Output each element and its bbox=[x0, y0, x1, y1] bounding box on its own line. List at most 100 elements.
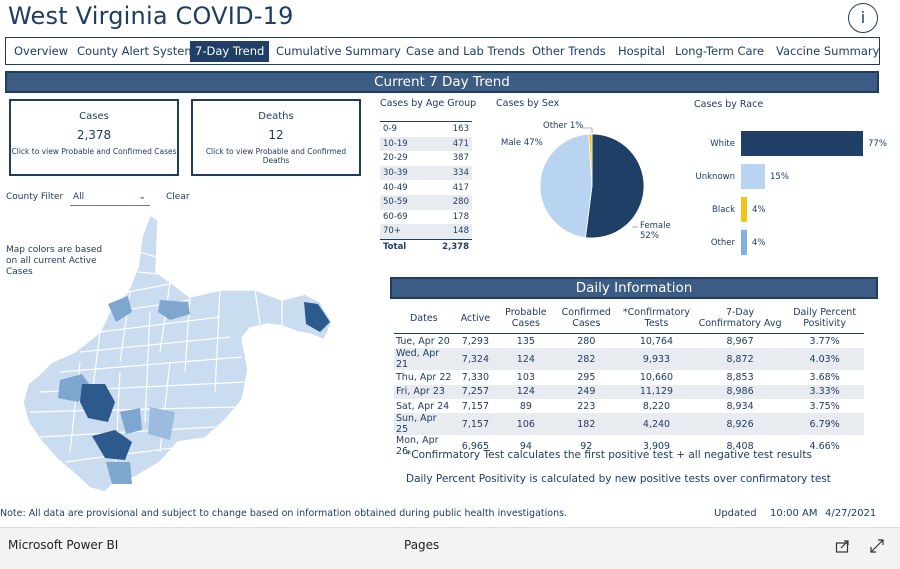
tab-vaccine-summary[interactable]: Vaccine Summary bbox=[776, 44, 880, 58]
confirmatory-note: *Confirmatory Test calculates the first … bbox=[406, 449, 812, 461]
race-bar[interactable] bbox=[741, 131, 863, 156]
table-row: Wed, Apr 21 7,324 124 282 9,933 8,872 4.03% bbox=[394, 348, 864, 371]
tab-county-alert-system[interactable]: County Alert System bbox=[77, 44, 196, 58]
cell-probable: 124 bbox=[497, 348, 555, 371]
county-mid[interactable] bbox=[148, 407, 175, 440]
cell-active: 7,293 bbox=[461, 335, 489, 347]
cell-date: Sun, Apr 25 bbox=[394, 413, 454, 436]
deaths-card[interactable]: Deaths 12 Click to view Probable and Con… bbox=[191, 99, 361, 176]
cell-confirmed: 295 bbox=[577, 371, 596, 383]
table-row: Sat, Apr 24 7,157 89 223 8,220 8,934 3.75% bbox=[394, 399, 864, 413]
cell-date: Mon, Apr 26 bbox=[396, 435, 439, 458]
race-bar-label: Black bbox=[712, 205, 735, 215]
table-row: Fri, Apr 23 7,257 124 249 11,129 8,986 3.33% bbox=[394, 384, 864, 399]
county-dark[interactable] bbox=[92, 430, 132, 460]
county-dark[interactable] bbox=[80, 384, 115, 422]
race-bar-value: 4% bbox=[752, 238, 766, 248]
race-bar-label: Other bbox=[710, 238, 735, 248]
other-slice-label: Other 1% bbox=[543, 121, 584, 131]
table-row: Sun, Apr 25 7,157 106 182 4,240 8,926 6.79% bbox=[394, 413, 864, 436]
cell-7day-avg: 8,967 bbox=[726, 335, 754, 347]
male-slice-label: Male 47% bbox=[501, 138, 543, 148]
table-row: Tue, Apr 20 7,293 135 280 10,764 8,967 3.77% bbox=[394, 334, 864, 349]
cell-confirmed: 92 bbox=[580, 440, 593, 452]
county-mid[interactable] bbox=[106, 462, 132, 484]
cell-confirmatory-tests: 3,909 bbox=[642, 440, 671, 452]
cell-positivity: 3.33% bbox=[785, 384, 864, 399]
cell-active: 7,257 bbox=[453, 384, 498, 399]
cell-active: 7,330 bbox=[461, 371, 489, 383]
cell-confirmed: 223 bbox=[577, 400, 596, 412]
col-confirmatory-tests: *Confirmatory Tests bbox=[618, 303, 695, 334]
positivity-note: Daily Percent Positivity is calculated b… bbox=[406, 473, 831, 485]
race-bar[interactable] bbox=[741, 230, 747, 255]
pie-slice-female[interactable] bbox=[585, 133, 645, 239]
share-icon[interactable] bbox=[835, 538, 851, 554]
female-slice-label: Female 52% bbox=[640, 221, 671, 241]
county-mid[interactable] bbox=[158, 300, 190, 320]
age-group-title: Cases by Age Group bbox=[380, 98, 477, 109]
age-group-value: 280 bbox=[424, 194, 472, 210]
page-title: West Virginia COVID-19 bbox=[8, 2, 294, 30]
tab-cumulative-summary[interactable]: Cumulative Summary bbox=[276, 44, 401, 58]
daily-info-banner: Daily Information bbox=[390, 277, 878, 299]
clear-filter-button[interactable]: Clear bbox=[166, 192, 190, 202]
table-row: 10-19 471 bbox=[380, 136, 472, 152]
cases-card[interactable]: Cases 2,378 Click to view Probable and C… bbox=[9, 99, 179, 176]
tab-bar: Overview County Alert System 7-Day Trend… bbox=[5, 37, 880, 65]
col-positivity: Daily Percent Positivity bbox=[785, 303, 864, 334]
col-probable: Probable Cases bbox=[497, 303, 555, 334]
tab-hospital[interactable]: Hospital bbox=[618, 44, 665, 58]
pie-slice-male[interactable] bbox=[539, 133, 593, 239]
cell-probable: 89 bbox=[519, 400, 532, 412]
age-group-label: 10-19 bbox=[380, 136, 425, 152]
tab-7-day-trend[interactable]: 7-Day Trend bbox=[190, 41, 270, 62]
table-row: 60-69 178 bbox=[380, 210, 472, 225]
cell-confirmed: 182 bbox=[554, 413, 619, 436]
deaths-hint: Click to view Probable and Confirmed Dea… bbox=[205, 147, 347, 165]
cell-7day-avg: 8,926 bbox=[694, 413, 786, 436]
cell-active: 6,965 bbox=[461, 440, 489, 452]
county-filter-dropdown[interactable]: All ⌄ bbox=[70, 188, 150, 206]
cell-date: Tue, Apr 20 bbox=[396, 335, 450, 347]
tab-case-and-lab-trends[interactable]: Case and Lab Trends bbox=[406, 44, 525, 58]
col-7day-avg: 7-Day Confirmatory Avg bbox=[694, 303, 786, 334]
cell-confirmatory-tests: 10,660 bbox=[639, 371, 674, 383]
tab-other-trends[interactable]: Other Trends bbox=[532, 44, 606, 58]
cell-probable: 103 bbox=[516, 371, 535, 383]
cell-active: 7,157 bbox=[461, 400, 489, 412]
expand-icon[interactable] bbox=[869, 538, 885, 554]
tab-overview[interactable]: Overview bbox=[14, 44, 69, 58]
pie-leader-lines bbox=[582, 127, 638, 228]
county-mid[interactable] bbox=[120, 408, 142, 434]
county-mid[interactable] bbox=[108, 296, 132, 322]
race-bar-label: Unknown bbox=[695, 172, 735, 182]
col-active: Active bbox=[453, 303, 498, 334]
col-confirmed: Confirmed Cases bbox=[554, 303, 619, 334]
age-group-value: 387 bbox=[452, 153, 469, 164]
age-group-label: 0-9 bbox=[383, 124, 397, 135]
race-bar-value: 15% bbox=[770, 172, 789, 182]
county-dark[interactable] bbox=[304, 302, 330, 332]
cell-confirmatory-tests: 9,933 bbox=[618, 348, 695, 371]
county-filter-value: All bbox=[73, 192, 85, 202]
pie-slice-other[interactable] bbox=[588, 133, 593, 187]
county-filter-label: County Filter bbox=[6, 192, 64, 202]
tab-long-term-care[interactable]: Long-Term Care bbox=[675, 44, 765, 58]
cell-confirmed: 280 bbox=[577, 335, 596, 347]
age-group-value: 471 bbox=[424, 136, 472, 152]
county-map[interactable] bbox=[20, 212, 335, 494]
cell-7day-avg: 8,934 bbox=[726, 400, 754, 412]
cell-confirmed: 282 bbox=[554, 348, 619, 371]
cell-probable: 94 bbox=[519, 440, 532, 452]
race-bar[interactable] bbox=[741, 197, 747, 222]
age-group-label: 50-59 bbox=[380, 194, 425, 210]
table-row: 0-9 163 bbox=[380, 121, 472, 137]
info-icon[interactable]: i bbox=[848, 3, 878, 33]
table-header-row: Dates Active Probable Cases Confirmed Ca… bbox=[394, 303, 864, 334]
cell-positivity: 3.68% bbox=[809, 371, 840, 383]
race-bar[interactable] bbox=[741, 164, 765, 189]
pages-button[interactable]: Pages bbox=[404, 538, 440, 552]
cell-7day-avg: 8,986 bbox=[694, 384, 786, 399]
age-group-value: 417 bbox=[452, 182, 469, 193]
